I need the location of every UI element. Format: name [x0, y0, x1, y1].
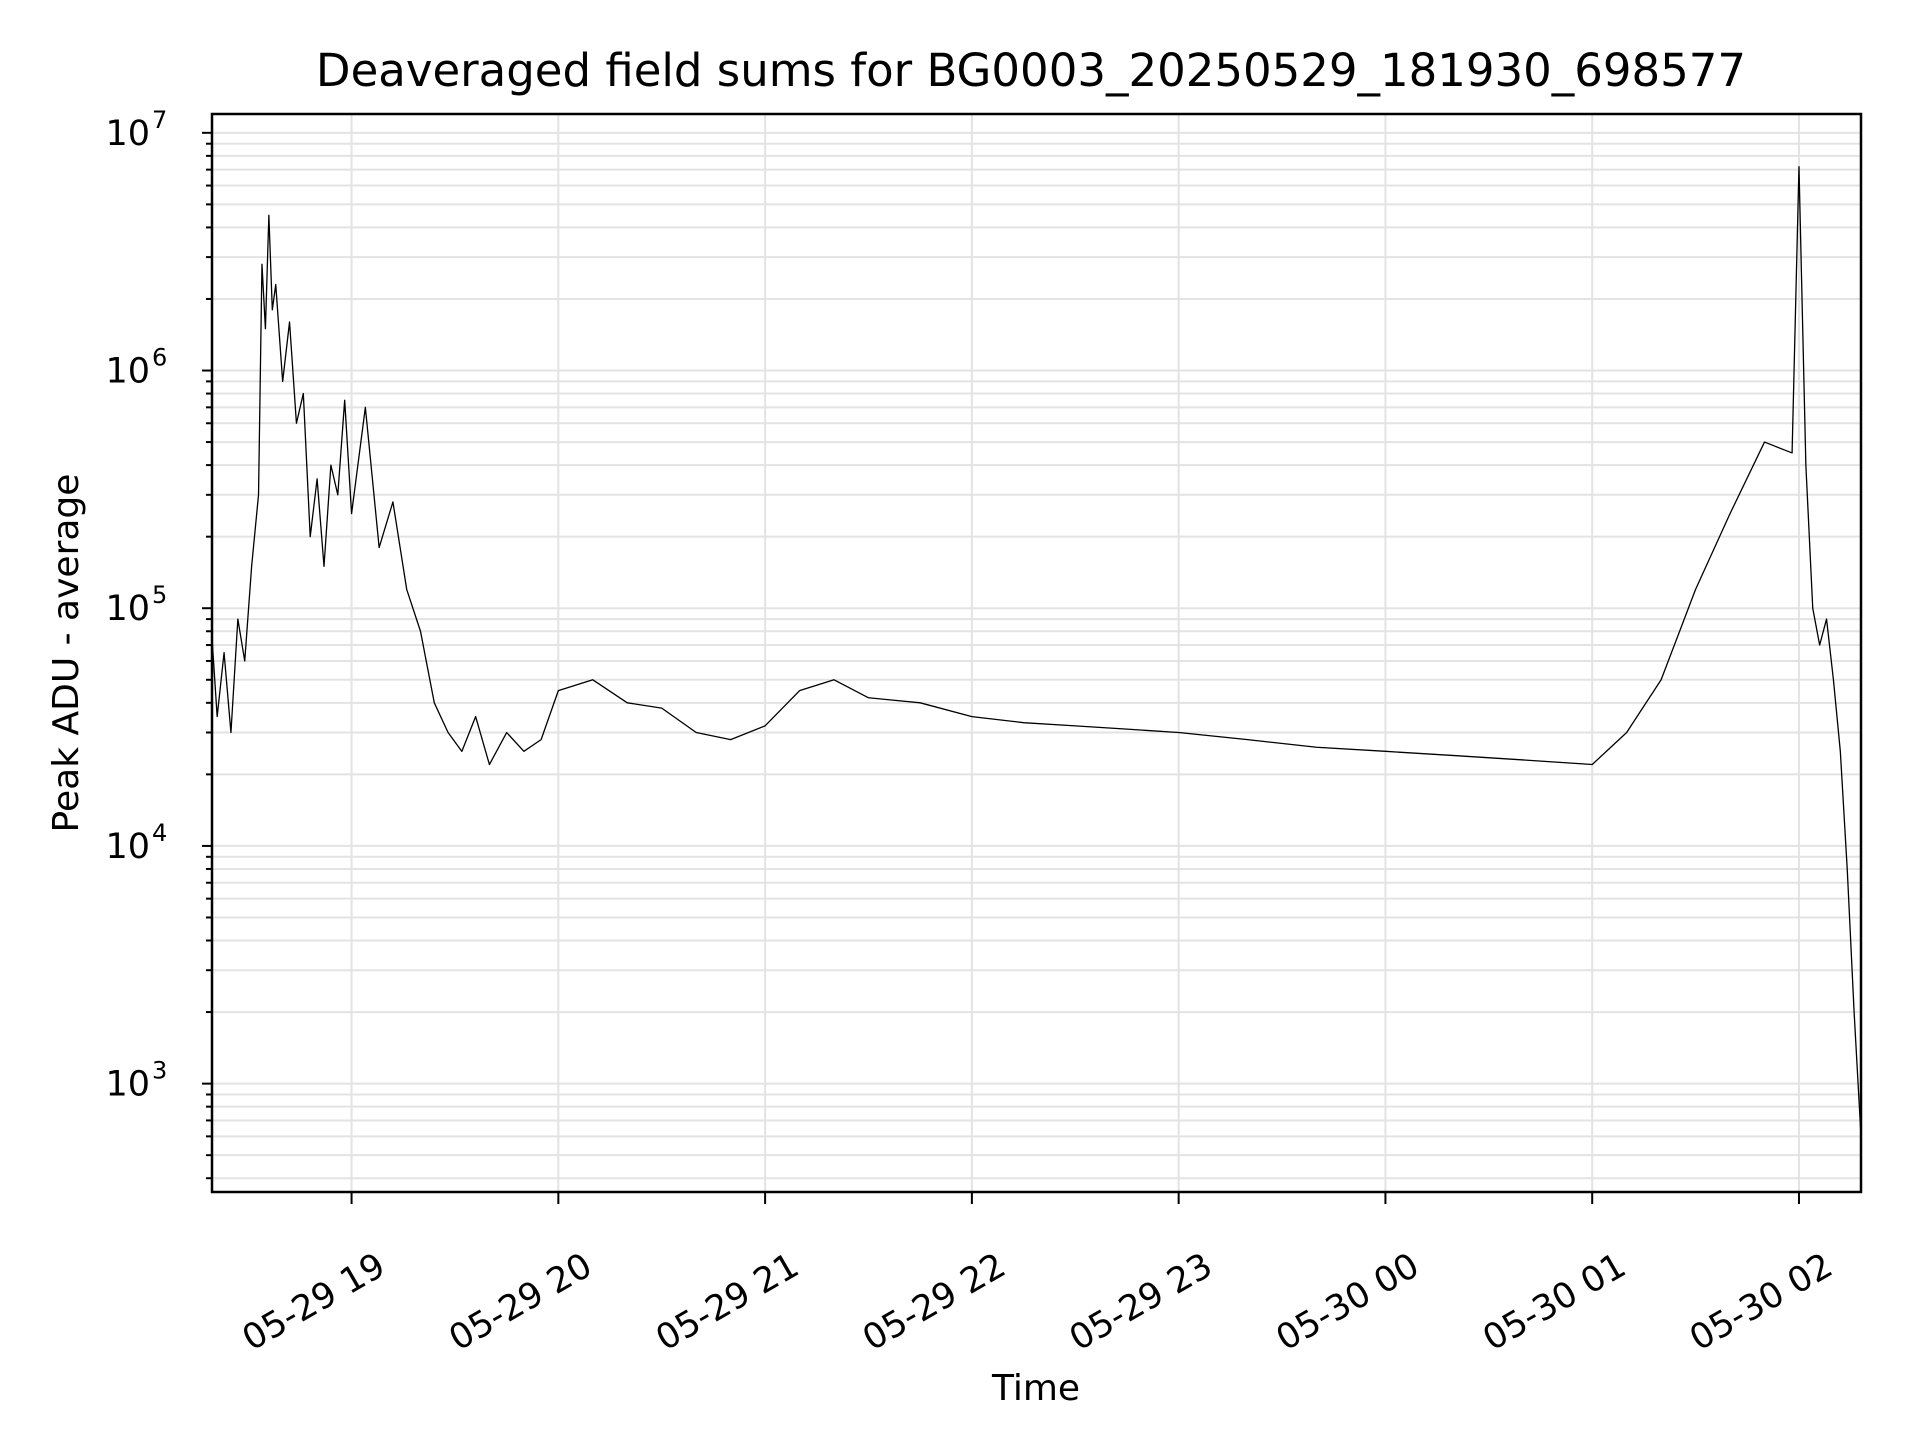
y-tick-exponent: 7: [152, 106, 167, 134]
series-layer: [212, 167, 1861, 1137]
y-axis-label: Peak ADU - average: [46, 474, 87, 833]
plot-frame: [212, 114, 1861, 1192]
x-tick-label: 05-29 20: [443, 1246, 599, 1359]
x-axis-label: Time: [991, 1368, 1080, 1409]
x-tick-label: 05-30 00: [1270, 1246, 1426, 1359]
y-tick-label: 10: [105, 827, 150, 867]
y-tick-label: 10: [105, 589, 150, 629]
grid-layer: [212, 114, 1861, 1192]
x-tick-label: 05-29 19: [236, 1246, 392, 1359]
y-tick-label: 10: [105, 1065, 150, 1105]
y-tick-exponent: 6: [152, 344, 167, 372]
y-tick-exponent: 5: [152, 581, 167, 609]
y-tick-label: 10: [105, 352, 150, 392]
series-line: [212, 167, 1861, 1137]
x-tick-label: 05-29 23: [1063, 1246, 1219, 1359]
x-tick-label: 05-30 02: [1683, 1246, 1839, 1359]
y-tick-exponent: 3: [152, 1057, 167, 1085]
x-tick-label: 05-30 01: [1477, 1246, 1633, 1359]
x-tick-labels: 05-29 19 05-29 20 05-29 21 05-29 22 05-29 23…: [236, 1246, 1840, 1359]
x-tick-label: 05-29 22: [856, 1246, 1012, 1359]
tick-layer: [202, 133, 1799, 1204]
x-tick-label: 05-29 21: [649, 1246, 805, 1359]
y-tick-exponent: 4: [152, 819, 167, 847]
chart-title: Deaveraged field sums for BG0003_2025052…: [316, 44, 1746, 97]
y-tick-label: 10: [105, 114, 150, 154]
